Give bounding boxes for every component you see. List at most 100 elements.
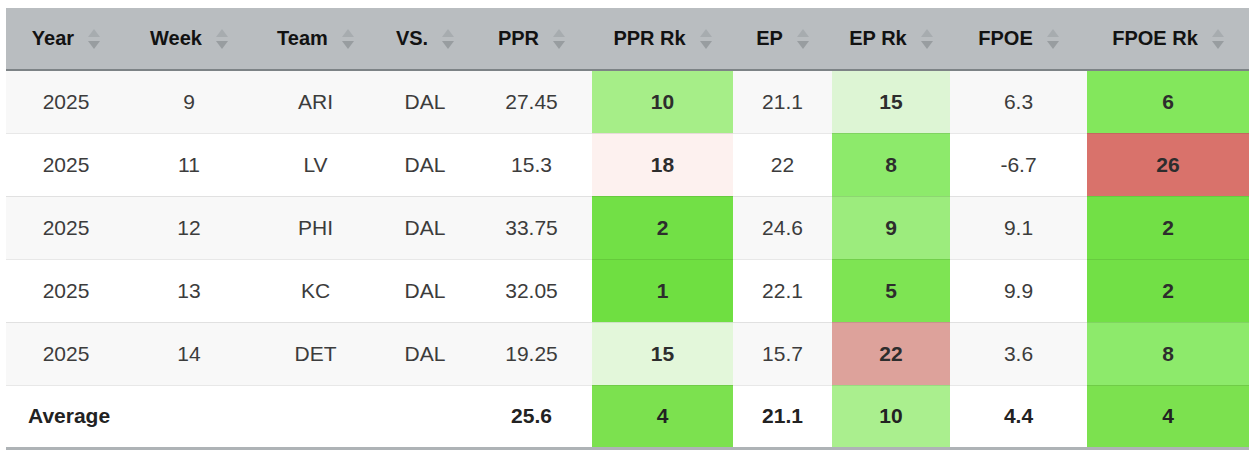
cell-fpoe_rk: 6 bbox=[1087, 70, 1249, 133]
cell-year: 2025 bbox=[6, 259, 126, 322]
sort-descending-icon bbox=[797, 41, 809, 49]
column-label-ep: EP bbox=[756, 27, 783, 50]
table-row: 202513KCDAL32.05122.159.92 bbox=[6, 259, 1249, 322]
cell-year: 2025 bbox=[6, 70, 126, 133]
sort-ascending-icon bbox=[1212, 29, 1224, 37]
sort-descending-icon bbox=[921, 41, 933, 49]
cell-ppr_rk: 10 bbox=[592, 70, 733, 133]
sort-icons bbox=[1047, 29, 1059, 49]
cell-team: KC bbox=[252, 259, 379, 322]
column-header-inner: VS. bbox=[379, 27, 471, 50]
sort-ascending-icon bbox=[700, 29, 712, 37]
column-header-fpoe_rk[interactable]: FPOE Rk bbox=[1087, 8, 1249, 70]
cell-vs: DAL bbox=[379, 259, 471, 322]
column-header-ep_rk[interactable]: EP Rk bbox=[832, 8, 950, 70]
cell-week: 9 bbox=[126, 70, 252, 133]
sort-icons bbox=[700, 29, 712, 49]
column-header-ppr[interactable]: PPR bbox=[471, 8, 592, 70]
column-label-ppr: PPR bbox=[498, 27, 539, 50]
sort-icons bbox=[553, 29, 565, 49]
cell-ep: 24.6 bbox=[733, 196, 832, 259]
column-header-ep[interactable]: EP bbox=[733, 8, 832, 70]
sort-icons bbox=[1212, 29, 1224, 49]
cell-fpoe_rk: 26 bbox=[1087, 133, 1249, 196]
table-header: Year Week Team VS. PPR PPR Rk EP EP Rk FPOE FPOE … bbox=[6, 8, 1249, 70]
cell-ep: 22.1 bbox=[733, 259, 832, 322]
cell-fpoe: 6.3 bbox=[950, 70, 1087, 133]
table-row: 202512PHIDAL33.75224.699.12 bbox=[6, 196, 1249, 259]
cell-ppr_rk: 18 bbox=[592, 133, 733, 196]
cell-vs: DAL bbox=[379, 322, 471, 385]
sort-ascending-icon bbox=[797, 29, 809, 37]
sort-ascending-icon bbox=[442, 29, 454, 37]
stats-table-page: Year Week Team VS. PPR PPR Rk EP EP Rk FPOE FPOE … bbox=[0, 0, 1249, 451]
cell-vs: DAL bbox=[379, 70, 471, 133]
sort-ascending-icon bbox=[1047, 29, 1059, 37]
sort-descending-icon bbox=[700, 41, 712, 49]
cell-ep_rk: 22 bbox=[832, 322, 950, 385]
column-header-inner: Team bbox=[252, 27, 379, 50]
sort-ascending-icon bbox=[88, 29, 100, 37]
sort-icons bbox=[442, 29, 454, 49]
column-header-inner: Week bbox=[126, 27, 252, 50]
cell-ppr_rk: 1 bbox=[592, 259, 733, 322]
cell-week: 12 bbox=[126, 196, 252, 259]
cell-ppr_rk: 2 bbox=[592, 196, 733, 259]
cell-ppr_rk: 15 bbox=[592, 322, 733, 385]
average-cell-fpoe_rk: 4 bbox=[1087, 385, 1249, 448]
cell-ep_rk: 5 bbox=[832, 259, 950, 322]
column-header-ppr_rk[interactable]: PPR Rk bbox=[592, 8, 733, 70]
column-header-inner: FPOE bbox=[950, 27, 1087, 50]
cell-week: 11 bbox=[126, 133, 252, 196]
sort-icons bbox=[216, 29, 228, 49]
sort-descending-icon bbox=[442, 41, 454, 49]
column-label-year: Year bbox=[32, 27, 74, 50]
cell-ep_rk: 15 bbox=[832, 70, 950, 133]
column-header-team[interactable]: Team bbox=[252, 8, 379, 70]
column-header-year[interactable]: Year bbox=[6, 8, 126, 70]
sort-icons bbox=[342, 29, 354, 49]
cell-fpoe: 3.6 bbox=[950, 322, 1087, 385]
cell-team: DET bbox=[252, 322, 379, 385]
cell-team: PHI bbox=[252, 196, 379, 259]
average-cell-week bbox=[126, 385, 252, 448]
cell-team: LV bbox=[252, 133, 379, 196]
sort-ascending-icon bbox=[342, 29, 354, 37]
cell-week: 14 bbox=[126, 322, 252, 385]
cell-ep_rk: 8 bbox=[832, 133, 950, 196]
cell-week: 13 bbox=[126, 259, 252, 322]
column-header-vs[interactable]: VS. bbox=[379, 8, 471, 70]
column-header-week[interactable]: Week bbox=[126, 8, 252, 70]
cell-year: 2025 bbox=[6, 133, 126, 196]
sort-descending-icon bbox=[216, 41, 228, 49]
cell-vs: DAL bbox=[379, 196, 471, 259]
cell-fpoe: 9.1 bbox=[950, 196, 1087, 259]
cell-ep: 15.7 bbox=[733, 322, 832, 385]
sort-descending-icon bbox=[342, 41, 354, 49]
average-cell-ep: 21.1 bbox=[733, 385, 832, 448]
average-cell-team bbox=[252, 385, 379, 448]
column-label-week: Week bbox=[150, 27, 202, 50]
column-label-ep_rk: EP Rk bbox=[849, 27, 906, 50]
column-header-inner: FPOE Rk bbox=[1087, 27, 1249, 50]
column-header-inner: EP bbox=[733, 27, 832, 50]
cell-fpoe_rk: 2 bbox=[1087, 196, 1249, 259]
cell-ppr: 27.45 bbox=[471, 70, 592, 133]
sort-ascending-icon bbox=[553, 29, 565, 37]
average-cell-ep_rk: 10 bbox=[832, 385, 950, 448]
column-label-fpoe_rk: FPOE Rk bbox=[1112, 27, 1198, 50]
cell-ppr: 15.3 bbox=[471, 133, 592, 196]
column-header-inner: PPR Rk bbox=[592, 27, 733, 50]
header-row: Year Week Team VS. PPR PPR Rk EP EP Rk FPOE FPOE … bbox=[6, 8, 1249, 70]
cell-year: 2025 bbox=[6, 322, 126, 385]
average-cell-year: Average bbox=[6, 385, 126, 448]
cell-ep: 22 bbox=[733, 133, 832, 196]
table-row: 202514DETDAL19.251515.7223.68 bbox=[6, 322, 1249, 385]
column-label-team: Team bbox=[277, 27, 328, 50]
sort-descending-icon bbox=[1212, 41, 1224, 49]
average-cell-fpoe: 4.4 bbox=[950, 385, 1087, 448]
cell-vs: DAL bbox=[379, 133, 471, 196]
cell-ep_rk: 9 bbox=[832, 196, 950, 259]
column-header-fpoe[interactable]: FPOE bbox=[950, 8, 1087, 70]
sort-icons bbox=[88, 29, 100, 49]
